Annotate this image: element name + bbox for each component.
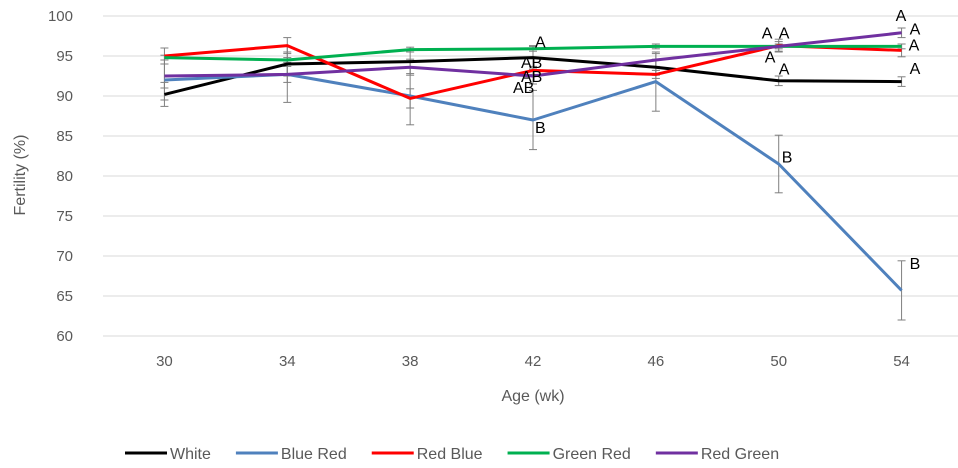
legend-label: Blue Red (281, 446, 347, 463)
significance-letter: A (535, 34, 546, 51)
significance-letter: A (779, 26, 790, 43)
significance-letter: AB (521, 69, 542, 86)
y-tick-label: 65 (56, 288, 73, 305)
significance-letter: B (782, 150, 793, 167)
legend: White Blue Red Red Blue Green Red Red Green (125, 446, 779, 463)
legend-label: Red Green (701, 446, 779, 463)
y-tick-label: 60 (56, 328, 73, 345)
significance-letter: A (765, 50, 776, 67)
y-tick-labels: 60 65 70 75 80 85 90 95 100 (48, 8, 73, 345)
y-tick-label: 90 (56, 88, 73, 105)
significance-letter: A (762, 26, 773, 43)
x-tick-label: 42 (525, 353, 542, 370)
y-tick-label: 85 (56, 128, 73, 145)
significance-letter: A (779, 62, 790, 79)
y-axis-title: Fertility (%) (12, 135, 29, 216)
significance-letter: AB (513, 80, 534, 97)
x-tick-label: 46 (648, 353, 665, 370)
x-tick-label: 54 (893, 353, 910, 370)
x-axis-title: Age (wk) (501, 388, 564, 405)
x-tick-labels: 30 34 38 42 46 50 54 (156, 353, 910, 370)
significance-letter: A (910, 22, 921, 39)
x-tick-label: 38 (402, 353, 419, 370)
significance-letter: A (910, 61, 921, 78)
series-lines (164, 31, 903, 292)
y-tick-label: 95 (56, 48, 73, 65)
x-tick-label: 30 (156, 353, 173, 370)
legend-label: Red Blue (417, 446, 483, 463)
legend-label: Green Red (553, 446, 631, 463)
significance-letter: B (535, 120, 546, 137)
y-tick-label: 100 (48, 8, 73, 25)
y-tick-label: 80 (56, 168, 73, 185)
gridlines (103, 15, 958, 337)
legend-label: White (170, 446, 211, 463)
x-tick-label: 34 (279, 353, 296, 370)
y-tick-label: 70 (56, 248, 73, 265)
significance-letter: B (910, 256, 921, 273)
series-line (164, 56, 902, 96)
series-line (164, 31, 902, 78)
y-tick-label: 75 (56, 208, 73, 225)
significance-letter: A (896, 8, 907, 25)
significance-letter: A (909, 38, 920, 55)
significance-letter: AB (521, 55, 542, 72)
x-tick-label: 50 (770, 353, 787, 370)
